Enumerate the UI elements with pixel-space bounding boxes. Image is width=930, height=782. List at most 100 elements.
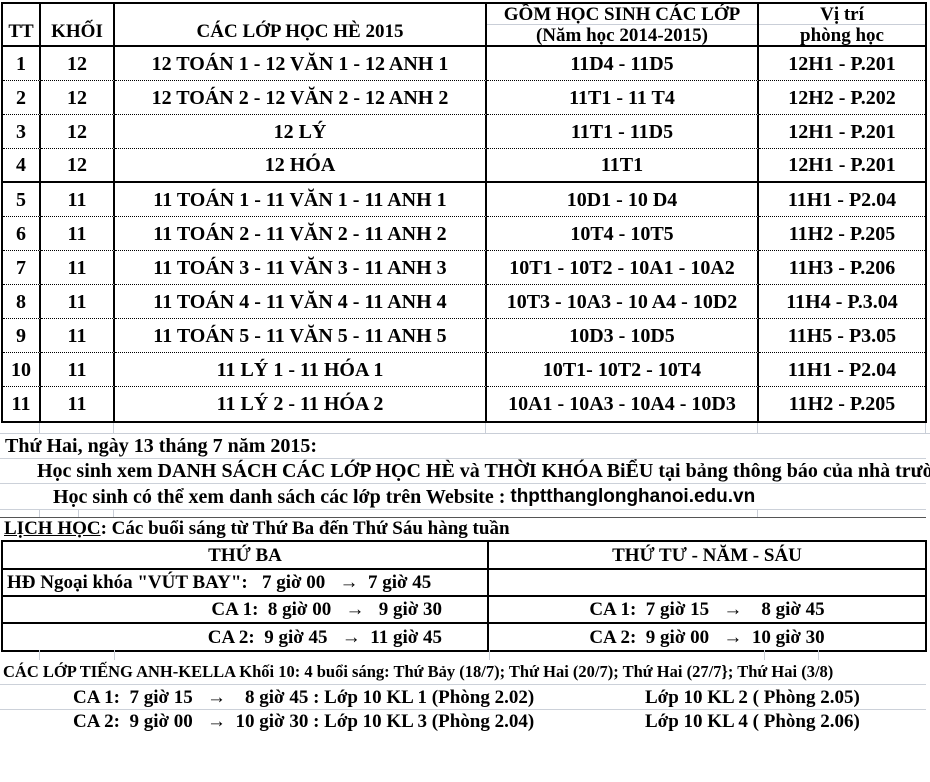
note-announcement: Học sinh xem DANH SÁCH CÁC LỚP HỌC HÈ và…	[0, 459, 930, 484]
header-khoi: KHỐI	[41, 4, 115, 47]
cell-gom: 11D4 - 11D5	[487, 47, 759, 81]
cell-lop: 11 TOÁN 1 - 11 VĂN 1 - 11 ANH 1	[115, 183, 487, 217]
schedule-empty-cell	[489, 570, 925, 597]
note-website-line: Học sinh có thể xem danh sách các lớp tr…	[0, 484, 926, 510]
cell-lop: 11 TOÁN 5 - 11 VĂN 5 - 11 ANH 5	[115, 319, 487, 353]
cell-tt: 9	[3, 319, 41, 353]
table-row: 10 11 11 LÝ 1 - 11 HÓA 1 10T1- 10T2 - 10…	[3, 353, 925, 387]
spreadsheet-document: { "colors": { "border": "#000000", "grid…	[0, 0, 930, 734]
cell-lop: 11 TOÁN 4 - 11 VĂN 4 - 11 ANH 4	[115, 285, 487, 319]
cell-gom: 11T1 - 11D5	[487, 115, 759, 149]
cell-vitri: 12H1 - P.201	[759, 47, 925, 81]
cell-lop: 12 LÝ	[115, 115, 487, 149]
table-row: 2 12 12 TOÁN 2 - 12 VĂN 2 - 12 ANH 2 11T…	[3, 81, 925, 115]
table-row: 4 12 12 HÓA 11T1 12H1 - P.201	[3, 149, 925, 183]
note-date-line: Thứ Hai, ngày 13 tháng 7 năm 2015:	[0, 434, 926, 459]
cell-lop: 11 TOÁN 3 - 11 VĂN 3 - 11 ANH 3	[115, 251, 487, 285]
gridline-gap	[0, 423, 930, 434]
kella-row: CA 2: 9 giờ 00 → 10 giờ 30 : Lớp 10 KL 3…	[0, 710, 926, 734]
gridline-gap	[0, 510, 930, 517]
header-cac-lop: CÁC LỚP HỌC HÈ 2015	[115, 4, 487, 47]
cell-khoi: 11	[41, 183, 115, 217]
table-row: 3 12 12 LÝ 11T1 - 11D5 12H1 - P.201	[3, 115, 925, 149]
cell-gom: 10A1 - 10A3 - 10A4 - 10D3	[487, 387, 759, 421]
header-vitri-line1: Vị trí	[759, 4, 925, 25]
kella-ca2-room2: Lớp 10 KL 4 ( Phòng 2.06)	[645, 711, 860, 732]
cell-tt: 2	[3, 81, 41, 115]
cell-gom: 10D3 - 10D5	[487, 319, 759, 353]
cell-tt: 3	[3, 115, 41, 149]
schedule-extracurricular: HĐ Ngoại khóa "VÚT BAY": 7 giờ 00 → 7 gi…	[3, 570, 489, 597]
cell-tt: 5	[3, 183, 41, 217]
cell-gom: 11T1	[487, 149, 759, 183]
schedule-table: THỨ BA THỨ TƯ - NĂM - SÁU HĐ Ngoại khóa …	[1, 540, 927, 652]
schedule-header-row: THỨ BA THỨ TƯ - NĂM - SÁU	[3, 542, 925, 570]
cell-lop: 12 HÓA	[115, 149, 487, 183]
kella-ca1-room2: Lớp 10 KL 2 ( Phòng 2.05)	[645, 687, 860, 708]
cell-lop: 11 LÝ 2 - 11 HÓA 2	[115, 387, 487, 421]
cell-vitri: 11H4 - P.3.04	[759, 285, 925, 319]
gridline-gap	[0, 650, 930, 660]
schedule-header-tuesday: THỨ BA	[3, 542, 489, 570]
note-website-prefix: Học sinh có thể xem danh sách các lớp tr…	[53, 485, 511, 508]
table-row: 11 11 11 LÝ 2 - 11 HÓA 2 10A1 - 10A3 - 1…	[3, 387, 925, 421]
schedule-row: HĐ Ngoại khóa "VÚT BAY": 7 giờ 00 → 7 gi…	[3, 570, 925, 597]
schedule-row: CA 1: 8 giờ 00 → 9 giờ 30 CA 1: 7 giờ 15…	[3, 597, 925, 624]
kella-ca2-time: CA 2: 9 giờ 00 → 10 giờ 30 : Lớp 10 KL 3…	[73, 711, 535, 732]
cell-vitri: 12H1 - P.201	[759, 149, 925, 183]
cell-lop: 11 TOÁN 2 - 11 VĂN 2 - 11 ANH 2	[115, 217, 487, 251]
cell-khoi: 12	[41, 149, 115, 183]
cell-vitri: 11H1 - P2.04	[759, 183, 925, 217]
cell-vitri: 11H1 - P2.04	[759, 353, 925, 387]
schedule-heading: LỊCH HỌC: Các buổi sáng từ Thứ Ba đến Th…	[0, 517, 926, 540]
cell-khoi: 11	[41, 285, 115, 319]
header-gom-hoc-sinh: GỒM HỌC SINH CÁC LỚP (Năm học 2014-2015)	[487, 4, 759, 47]
cell-vitri: 12H1 - P.201	[759, 115, 925, 149]
schedule-ca2-tue: CA 2: 9 giờ 45 → 11 giờ 45	[3, 624, 489, 650]
cell-khoi: 11	[41, 353, 115, 387]
summer-classes-table: TT KHỐI CÁC LỚP HỌC HÈ 2015 GỒM HỌC SINH…	[1, 2, 927, 423]
kella-row: CA 1: 7 giờ 15 → 8 giờ 45 : Lớp 10 KL 1 …	[0, 685, 926, 710]
cell-khoi: 11	[41, 251, 115, 285]
kella-title: CÁC LỚP TIẾNG ANH-KELLA Khối 10: 4 buổi …	[0, 660, 926, 685]
table-row: 5 11 11 TOÁN 1 - 11 VĂN 1 - 11 ANH 1 10D…	[3, 183, 925, 217]
schedule-header-wed-thu-fri: THỨ TƯ - NĂM - SÁU	[489, 542, 925, 570]
header-vitri-line2: phòng học	[800, 24, 884, 46]
cell-lop: 12 TOÁN 2 - 12 VĂN 2 - 12 ANH 2	[115, 81, 487, 115]
cell-khoi: 11	[41, 217, 115, 251]
cell-vitri: 11H3 - P.206	[759, 251, 925, 285]
table-row: 1 12 12 TOÁN 1 - 12 VĂN 1 - 12 ANH 1 11D…	[3, 47, 925, 81]
header-tt: TT	[3, 4, 41, 47]
cell-khoi: 12	[41, 115, 115, 149]
cell-tt: 10	[3, 353, 41, 387]
cell-khoi: 12	[41, 81, 115, 115]
cell-tt: 1	[3, 47, 41, 81]
cell-vitri: 12H2 - P.202	[759, 81, 925, 115]
cell-tt: 8	[3, 285, 41, 319]
cell-lop: 12 TOÁN 1 - 12 VĂN 1 - 12 ANH 1	[115, 47, 487, 81]
schedule-heading-underlined: LỊCH HỌC	[4, 518, 101, 539]
cell-tt: 11	[3, 387, 41, 421]
cell-gom: 10T4 - 10T5	[487, 217, 759, 251]
cell-gom: 10T3 - 10A3 - 10 A4 - 10D2	[487, 285, 759, 319]
cell-vitri: 11H5 - P3.05	[759, 319, 925, 353]
schedule-ca1-wtf: CA 1: 7 giờ 15 → 8 giờ 45	[489, 597, 925, 624]
table-row: 7 11 11 TOÁN 3 - 11 VĂN 3 - 11 ANH 3 10T…	[3, 251, 925, 285]
cell-khoi: 12	[41, 47, 115, 81]
table-row: 6 11 11 TOÁN 2 - 11 VĂN 2 - 11 ANH 2 10T…	[3, 217, 925, 251]
schedule-row: CA 2: 9 giờ 45 → 11 giờ 45 CA 2: 9 giờ 0…	[3, 624, 925, 650]
cell-gom: 11T1 - 11 T4	[487, 81, 759, 115]
cell-gom: 10T1- 10T2 - 10T4	[487, 353, 759, 387]
header-vi-tri: Vị trí phòng học	[759, 4, 925, 47]
website-text: thptthanglonghanoi.edu.vn	[510, 486, 756, 507]
cell-khoi: 11	[41, 387, 115, 421]
table-header-row: TT KHỐI CÁC LỚP HỌC HÈ 2015 GỒM HỌC SINH…	[3, 4, 925, 47]
kella-ca1-time: CA 1: 7 giờ 15 → 8 giờ 45 : Lớp 10 KL 1 …	[73, 687, 535, 708]
schedule-heading-rest: : Các buổi sáng từ Thứ Ba đến Thứ Sáu hà…	[100, 518, 510, 539]
cell-tt: 7	[3, 251, 41, 285]
table-row: 8 11 11 TOÁN 4 - 11 VĂN 4 - 11 ANH 4 10T…	[3, 285, 925, 319]
table-row: 9 11 11 TOÁN 5 - 11 VĂN 5 - 11 ANH 5 10D…	[3, 319, 925, 353]
header-gom-line1: GỒM HỌC SINH CÁC LỚP	[487, 4, 757, 25]
cell-tt: 6	[3, 217, 41, 251]
cell-vitri: 11H2 - P.205	[788, 393, 896, 415]
